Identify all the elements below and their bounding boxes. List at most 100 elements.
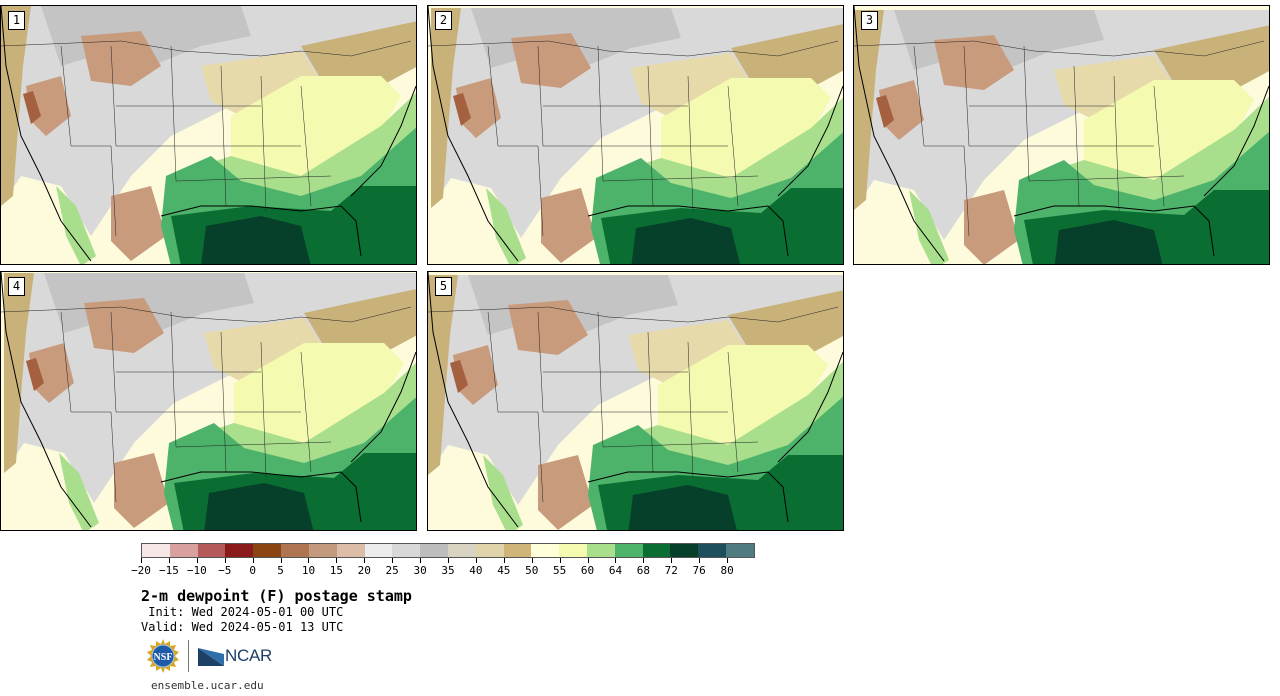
colorbar-tick — [420, 558, 422, 563]
colorbar-tick — [587, 558, 589, 563]
colorbar-tick-label: 60 — [580, 564, 595, 577]
state-boundary — [537, 311, 544, 413]
colorbar-tick-labels: −20 −15 −10 −5 0 5 10 15 20 25 30 35 40 45 50 55 60 64 68 7… — [131, 558, 755, 578]
colorbar-swatch — [670, 544, 699, 557]
coastline — [854, 6, 1269, 262]
state-boundary — [687, 341, 694, 478]
colorbar-swatch — [225, 544, 254, 557]
colorbar-swatch — [559, 544, 587, 557]
init-time: Init: Wed 2024-05-01 00 UTC — [141, 605, 344, 619]
state-boundary — [260, 75, 267, 212]
colorbar-tick-label: 5 — [277, 564, 284, 577]
state-boundary — [537, 45, 544, 147]
logo-strip: NSF NCAR — [146, 639, 272, 673]
dewpoint-region — [56, 186, 96, 264]
state-boundary — [647, 65, 654, 207]
dewpoint-region — [450, 360, 468, 393]
member-number-label: 2 — [435, 11, 452, 30]
colorbar-swatch — [197, 544, 226, 557]
dewpoint-region — [201, 216, 311, 264]
colorbar-tick — [280, 558, 282, 563]
ncar-wordmark: NCAR — [225, 646, 272, 665]
dewpoint-region — [84, 298, 164, 353]
dewpoint-region — [114, 453, 169, 528]
colorbar-tick — [531, 558, 533, 563]
state-boundary — [428, 40, 839, 57]
dewpoint-region — [81, 31, 161, 86]
coastline — [1, 272, 416, 528]
dewpoint-region — [511, 33, 591, 88]
colorbar-tick-label: −20 — [131, 564, 151, 577]
colorbar-tick — [448, 558, 449, 563]
state-boundary — [300, 351, 312, 473]
state-boundary — [428, 306, 839, 323]
dewpoint-map — [1, 272, 416, 530]
member-number-label: 5 — [435, 277, 452, 296]
colorbar-swatch — [503, 544, 532, 557]
colorbar-swatch — [169, 544, 198, 557]
colorbar-swatch — [142, 544, 170, 557]
state-boundary — [687, 75, 694, 212]
colorbar-tick — [503, 558, 505, 563]
colorbar-swatch — [336, 544, 365, 557]
dewpoint-region — [876, 95, 894, 128]
colorbar-tick — [559, 558, 561, 563]
colorbar-tick — [699, 558, 701, 563]
dewpoint-region — [538, 455, 593, 530]
dewpoint-region — [26, 358, 44, 391]
dewpoint-region — [23, 91, 41, 124]
state-boundary — [647, 331, 654, 473]
colorbar-tick — [168, 558, 170, 563]
state-boundary — [175, 441, 332, 448]
dewpoint-region — [541, 188, 596, 263]
colorbar-swatch — [642, 544, 671, 557]
colorbar-swatch — [614, 544, 643, 557]
state-boundary — [1, 40, 412, 57]
dewpoint-region — [453, 93, 471, 126]
dewpoint-region — [934, 35, 1014, 90]
colorbar-tick-label: 30 — [413, 564, 427, 577]
colorbar-swatch — [392, 544, 421, 557]
state-boundary — [1153, 85, 1165, 207]
member-number-label: 4 — [8, 277, 25, 296]
colorbar-tick-label: 76 — [692, 564, 706, 577]
colorbar-tick — [615, 558, 617, 563]
dewpoint-region — [26, 76, 71, 136]
dewpoint-region — [483, 455, 523, 530]
state-boundary — [487, 311, 544, 503]
member-number-label: 1 — [8, 11, 25, 30]
colorbar-tick-label: 10 — [301, 564, 316, 577]
colorbar-swatch — [698, 544, 727, 557]
map-panel-member-3: 3 — [853, 5, 1270, 265]
colorbar-tick-label: 0 — [249, 564, 256, 577]
colorbar-tick-label: 64 — [608, 564, 623, 577]
colorbar-tick — [643, 558, 645, 563]
dewpoint-region — [486, 188, 526, 264]
dewpoint-region — [453, 345, 498, 405]
dewpoint-region — [4, 273, 34, 473]
state-boundary — [597, 45, 604, 182]
colorbar-tick — [141, 558, 142, 563]
colorbar-tick — [224, 558, 226, 563]
map-panel-member-2: 2 — [427, 5, 844, 265]
state-boundary — [1023, 45, 1030, 182]
dewpoint-region — [431, 8, 461, 208]
logo-divider — [188, 640, 189, 672]
state-boundary — [1028, 175, 1185, 182]
colorbar-tick — [308, 558, 310, 563]
state-boundary — [300, 85, 312, 207]
colorbar-tick — [252, 558, 254, 563]
colorbar-tick-label: 80 — [720, 564, 734, 577]
colorbar-tick — [475, 558, 477, 563]
state-boundary — [60, 45, 117, 237]
state-boundary — [1113, 75, 1120, 212]
map-panel-member-4: 4 — [0, 271, 417, 531]
dewpoint-region — [508, 300, 588, 355]
dewpoint-region — [456, 78, 501, 138]
dewpoint-colorbar — [141, 543, 755, 558]
colorbar-swatch — [364, 544, 393, 557]
colorbar-tick — [364, 558, 366, 563]
colorbar-tick-label: 35 — [441, 564, 455, 577]
map-panel-member-5: 5 — [427, 271, 844, 531]
dewpoint-region — [204, 483, 314, 530]
